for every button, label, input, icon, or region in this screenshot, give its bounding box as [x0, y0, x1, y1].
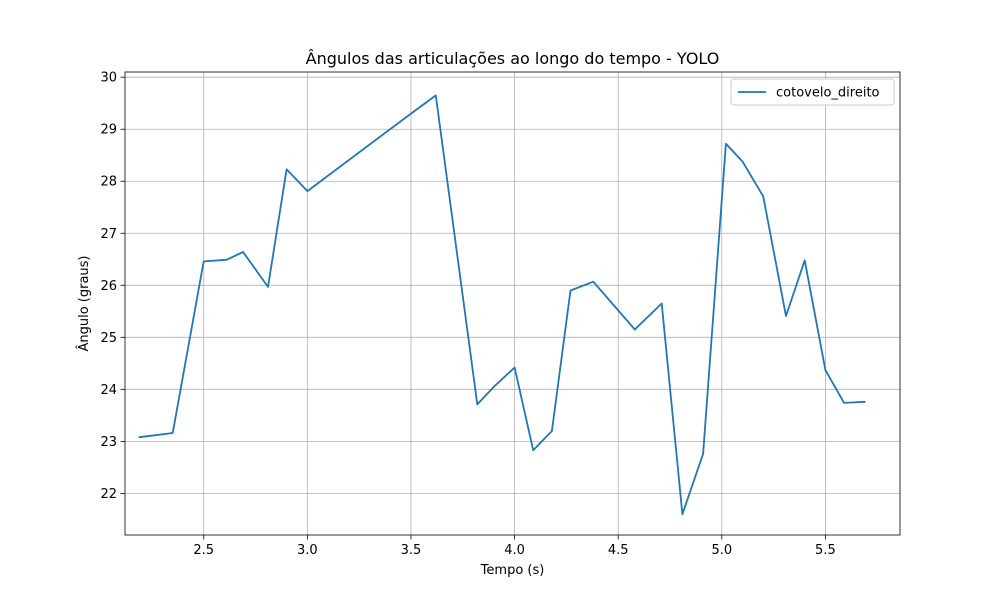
y-tick-label: 24 [100, 383, 117, 398]
plot-frame [124, 71, 901, 536]
y-tick-label: 27 [100, 227, 117, 242]
y-axis: 22 23 24 25 26 27 28 29 30 [100, 71, 125, 502]
y-tick-label: 26 [100, 279, 117, 294]
x-tick-label: 3.5 [401, 543, 422, 558]
x-axis-label: Tempo (s) [480, 563, 545, 578]
y-axis-label: Ângulo (graus) [76, 255, 92, 351]
x-tick-label: 2.5 [193, 543, 214, 558]
x-tick-label: 3.0 [297, 543, 318, 558]
grid [125, 72, 900, 535]
legend: cotovelo_direito [730, 78, 895, 106]
x-tick-label: 4.0 [504, 543, 525, 558]
legend-box [730, 78, 895, 106]
legend-label: cotovelo_direito [776, 86, 880, 101]
series-layer [138, 94, 866, 516]
x-tick-label: 5.5 [815, 543, 836, 558]
x-tick-label: 4.5 [608, 543, 629, 558]
series-line-cotovelo_direito [138, 94, 866, 516]
y-tick-label: 29 [100, 123, 117, 138]
x-tick-label: 5.0 [711, 543, 732, 558]
y-tick-label: 22 [100, 487, 117, 502]
y-tick-label: 30 [100, 71, 117, 86]
y-tick-label: 28 [100, 175, 117, 190]
y-tick-label: 25 [100, 331, 117, 346]
x-axis: 2.5 3.0 3.5 4.0 4.5 5.0 5.5 [193, 535, 836, 558]
chart-title: Ângulos das articulações ao longo do tem… [306, 49, 720, 68]
y-tick-label: 23 [100, 435, 117, 450]
